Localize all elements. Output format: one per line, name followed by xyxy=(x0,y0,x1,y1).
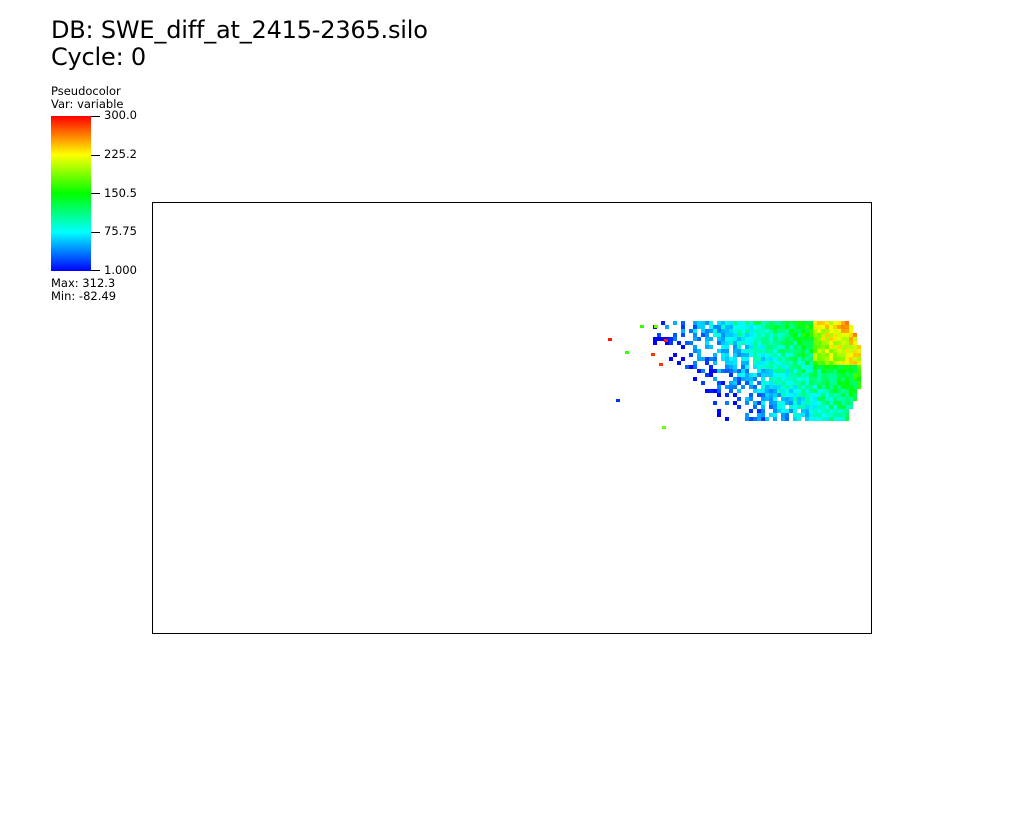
colorbar-tick-label: 150.5 xyxy=(104,186,137,200)
field-cells xyxy=(608,321,861,429)
colorbar-tick-mark xyxy=(91,232,100,233)
plot-viewport[interactable] xyxy=(152,202,872,634)
colorbar-tick-label: 225.2 xyxy=(104,147,137,161)
colorbar-tick-mark xyxy=(91,270,100,271)
pseudocolor-field xyxy=(608,321,861,429)
colorbar-tick-mark xyxy=(91,155,100,156)
legend-min-value: Min: -82.49 xyxy=(51,289,117,303)
legend-max-value: Max: 312.3 xyxy=(51,276,116,290)
legend-plot-type: Pseudocolor xyxy=(51,84,121,98)
legend-variable-name: Var: variable xyxy=(51,97,124,111)
colorbar-tick-label: 300.0 xyxy=(104,108,137,122)
colorbar xyxy=(51,116,91,271)
database-title: DB: SWE_diff_at_2415-2365.silo xyxy=(51,16,428,44)
colorbar-tick-mark xyxy=(91,116,100,117)
cycle-label: Cycle: 0 xyxy=(51,43,146,71)
colorbar-tick-label: 1.000 xyxy=(104,263,137,277)
colorbar-tick-label: 75.75 xyxy=(104,224,137,238)
colorbar-tick-mark xyxy=(91,193,100,194)
